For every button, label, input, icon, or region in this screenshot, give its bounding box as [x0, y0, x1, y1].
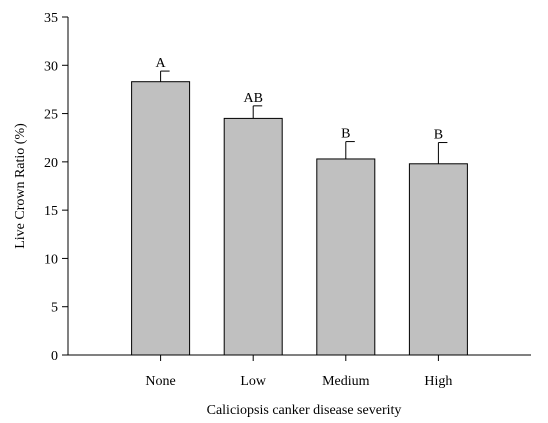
- y-tick-label: 0: [51, 349, 58, 364]
- y-tick-label: 30: [44, 59, 58, 74]
- bar-medium: [316, 158, 376, 356]
- y-tick-label: 20: [44, 156, 58, 171]
- bar-high: [408, 163, 468, 356]
- significance-label: AB: [243, 91, 262, 106]
- x-axis-title: Caliciopsis canker disease severity: [207, 403, 402, 418]
- error-bars: [160, 70, 448, 164]
- significance-label: B: [341, 127, 350, 142]
- bar-none: [131, 81, 191, 356]
- significance-labels: A AB B B: [156, 56, 444, 142]
- significance-label: B: [434, 128, 443, 143]
- y-tick-label: 25: [44, 108, 58, 123]
- y-axis-title: Live Crown Ratio (%): [13, 123, 28, 249]
- y-tick-label: 35: [44, 11, 58, 26]
- x-tick-label: Low: [240, 374, 267, 389]
- y-tick-label: 5: [51, 301, 58, 316]
- x-axis: None Low Medium High: [68, 354, 531, 389]
- x-tick-label: Medium: [322, 374, 370, 389]
- y-axis: 0 5 10 15 20 25 30 35: [44, 11, 69, 364]
- bar-series: [131, 81, 468, 356]
- y-tick-label: 10: [44, 252, 58, 267]
- x-tick-label: None: [145, 374, 175, 389]
- x-tick-label: High: [424, 374, 452, 389]
- significance-label: A: [156, 56, 167, 71]
- bar-low: [223, 117, 283, 356]
- y-tick-label: 15: [44, 204, 58, 219]
